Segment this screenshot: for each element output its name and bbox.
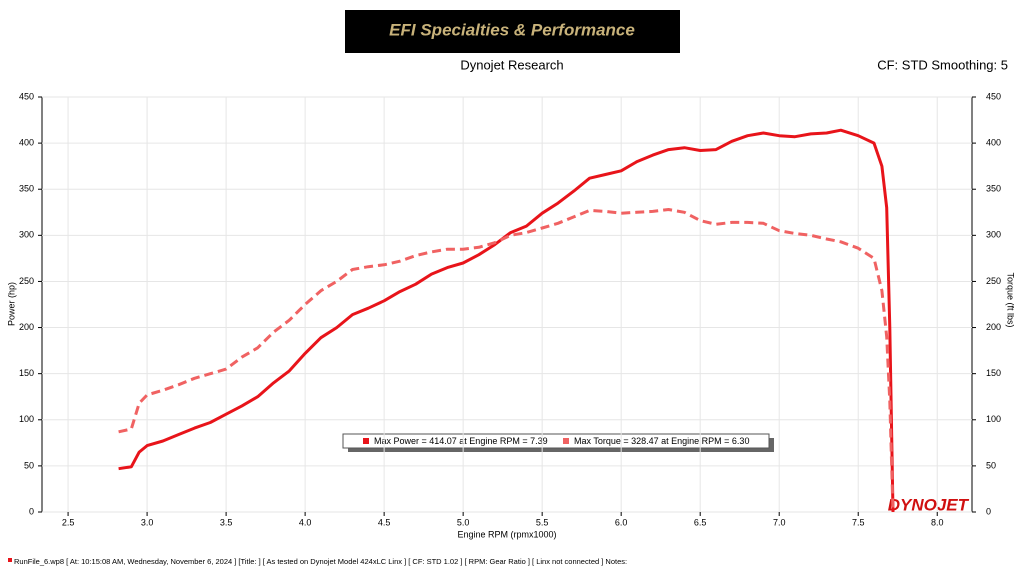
x-tick-label: 4.5 — [378, 517, 391, 527]
data-line — [118, 208, 895, 513]
y2-tick-label: 300 — [986, 230, 1001, 240]
logo-box — [345, 10, 680, 53]
legend-box — [342, 433, 770, 449]
y-tick-label: 50 — [24, 460, 34, 470]
y2-tick-label: 450 — [986, 91, 1001, 101]
x-tick-label: 7.0 — [773, 517, 786, 527]
y-tick-label: 200 — [19, 322, 34, 332]
x-tick-label: 4.0 — [299, 517, 312, 527]
x-tick-label: 6.0 — [615, 517, 628, 527]
legend-label: Max Power = 414.07 at Engine RPM = 7.39 — [374, 436, 548, 446]
x-tick-label: 5.5 — [536, 517, 549, 527]
legend-swatch — [563, 438, 569, 444]
y2-tick-label: 150 — [986, 368, 1001, 378]
x-tick-label: 2.5 — [62, 517, 75, 527]
footer: RunFile_6.wp8 [ At: 10:15:08 AM, Wednesd… — [14, 557, 627, 566]
y-tick-label: 100 — [19, 414, 34, 424]
y-tick-label: 400 — [19, 137, 34, 147]
x-tick-label: 3.0 — [141, 517, 154, 527]
x-tick-label: 8.0 — [931, 517, 944, 527]
y2-axis-label: Torque (ft lbs) — [1006, 272, 1016, 327]
y-tick-label: 150 — [19, 368, 34, 378]
x-tick-label: 7.5 — [852, 517, 865, 527]
legend: Max Power = 414.07 at Engine RPM = 7.39 M… — [342, 433, 774, 452]
chart-subtitle: CF: STD Smoothing: 5 — [877, 57, 1008, 72]
y2-tick-label: 200 — [986, 322, 1001, 332]
y-tick-label: 300 — [19, 230, 34, 240]
footer-marker — [8, 558, 12, 562]
y2-tick-label: 50 — [986, 460, 996, 470]
x-tick-label: 5.0 — [457, 517, 470, 527]
x-tick-label: 6.5 — [694, 517, 707, 527]
data-line — [118, 128, 895, 513]
y2-tick-label: 400 — [986, 137, 1001, 147]
logo-text: EFI Specialties & Performance — [389, 20, 635, 39]
y2-tick-label: 250 — [986, 276, 1001, 286]
x-axis-label: Engine RPM (rpmx1000) — [457, 529, 556, 539]
x-tick-label: 3.5 — [220, 517, 233, 527]
y-tick-label: 0 — [29, 506, 34, 516]
chart-title: Dynojet Research — [460, 57, 563, 72]
y2-tick-label: 350 — [986, 184, 1001, 194]
brand-logo: DYNOJET — [888, 495, 970, 514]
legend-label: Max Torque = 328.47 at Engine RPM = 6.30 — [574, 436, 749, 446]
y2-tick-label: 100 — [986, 414, 1001, 424]
y-tick-label: 350 — [19, 184, 34, 194]
y2-tick-label: 0 — [986, 506, 991, 516]
y-axis-label: Power (hp) — [6, 282, 16, 326]
y-tick-label: 250 — [19, 276, 34, 286]
legend-swatch — [363, 438, 369, 444]
y-tick-label: 450 — [19, 91, 34, 101]
